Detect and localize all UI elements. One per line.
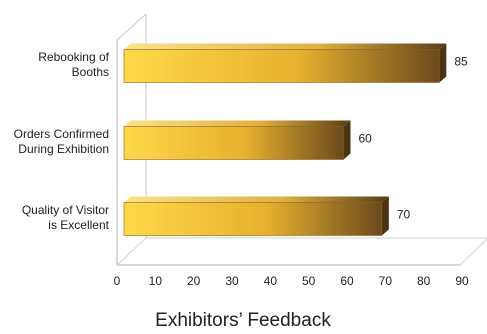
bar-0 [123, 43, 447, 83]
category-label-1-1: During Exhibition [18, 142, 109, 156]
x-tick-label-5: 50 [302, 274, 316, 288]
x-tick-label-2: 20 [187, 274, 201, 288]
bar-front-face [123, 126, 344, 160]
x-tick-label-8: 80 [417, 274, 431, 288]
x-tick-labels: 0 10 20 30 40 50 60 70 80 90 [114, 274, 469, 288]
floor-right-line [459, 238, 487, 266]
value-label-0: 85 [454, 55, 468, 69]
x-tick-label-0: 0 [114, 274, 121, 288]
bar-2 [123, 196, 389, 236]
chart-title: Exhibitors’ Feedback [155, 310, 331, 331]
x-tick-label-9: 90 [455, 274, 469, 288]
x-tick-label-7: 70 [379, 274, 393, 288]
back-wall-top [116, 13, 147, 41]
bar-top-face [124, 43, 447, 50]
category-label-2-1: is Excellent [48, 218, 109, 232]
value-label-2: 70 [397, 208, 411, 222]
bar-side-face [439, 43, 447, 83]
category-label-0-1: Booths [72, 65, 109, 79]
bar-top-face [124, 120, 351, 127]
bar-1 [123, 120, 351, 160]
x-tick-label-6: 60 [340, 274, 354, 288]
bar-front-face [123, 202, 383, 236]
x-tick-label-4: 40 [264, 274, 278, 288]
value-label-1: 60 [359, 132, 373, 146]
bar-top-face [124, 196, 389, 203]
bar-side-face [381, 196, 389, 236]
bars-group: 85 60 70 [123, 43, 468, 236]
category-label-2-0: Quality of Visitor [22, 203, 109, 217]
bar-side-face [343, 120, 351, 160]
category-label-0-0: Rebooking of [38, 50, 109, 64]
floor-left-line [116, 237, 147, 266]
bar-front-face [123, 49, 440, 83]
category-label-1-0: Orders Confirmed [14, 127, 109, 141]
x-tick-label-3: 30 [225, 274, 239, 288]
x-tick-label-1: 10 [149, 274, 163, 288]
